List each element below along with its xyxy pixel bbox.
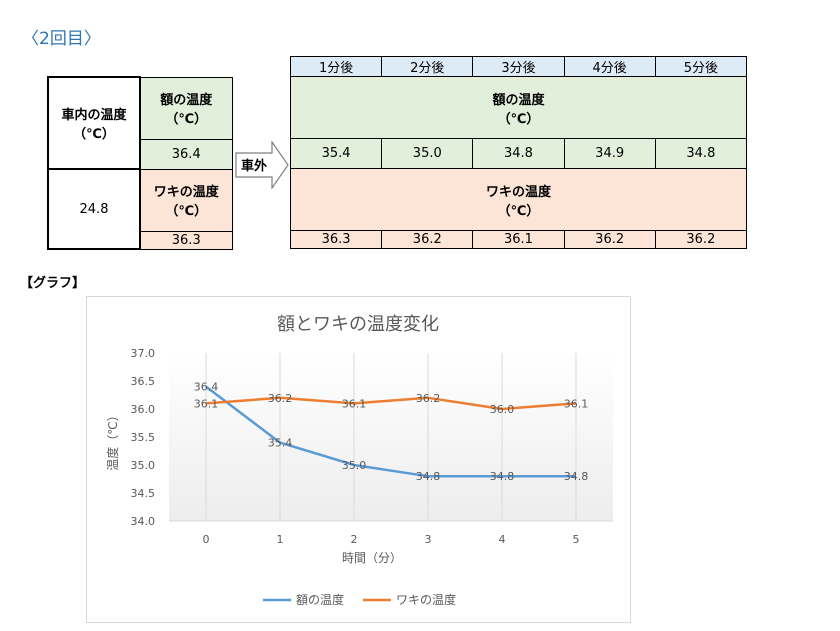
forehead-band: 額の温度 （℃） xyxy=(290,76,747,139)
header-4min: 4分後 xyxy=(563,56,656,77)
car-temp-header: 車内の温度 （℃） xyxy=(47,76,141,170)
data-label: 36.2 xyxy=(268,392,293,405)
y-tick-label: 37.0 xyxy=(131,347,156,360)
data-label: 36.4 xyxy=(194,381,219,394)
data-label: 36.2 xyxy=(416,392,441,405)
forehead-label: 額の温度 xyxy=(160,93,213,108)
armpit-initial-value: 36.3 xyxy=(139,230,233,250)
car-temp-value: 24.8 xyxy=(47,168,141,250)
header-3min: 3分後 xyxy=(472,56,565,77)
armpit-header-cell: ワキの温度 （℃） xyxy=(139,168,233,232)
data-label: 34.8 xyxy=(416,470,441,483)
armpit-band: ワキの温度 （℃） xyxy=(290,168,747,231)
left-temperature-table: 車内の温度 （℃） 額の温度 （℃） 36.4 24.8 ワキの温度 （℃） 3… xyxy=(47,76,233,250)
data-label: 35.0 xyxy=(342,459,367,472)
line-chart: 額とワキの温度変化 温度（℃） 時間（分） 34.0 34.5 35.0 35.5 36… xyxy=(105,314,613,607)
series-line xyxy=(205,396,577,411)
armpit-value-cell: 36.3 xyxy=(289,230,383,249)
chart-container: 額とワキの温度変化 温度（℃） 時間（分） 34.0 34.5 35.0 35.5 36… xyxy=(86,296,631,623)
y-tick-label: 36.5 xyxy=(131,375,156,388)
y-tick-label: 36.0 xyxy=(131,403,156,416)
forehead-initial-value: 36.4 xyxy=(139,138,233,170)
forehead-band-label: 額の温度 xyxy=(492,92,545,108)
x-tick-label: 3 xyxy=(425,533,432,546)
chart-title: 額とワキの温度変化 xyxy=(277,314,439,335)
forehead-header-cell: 額の温度 （℃） xyxy=(139,76,233,140)
y-tick-label: 34.0 xyxy=(131,515,156,528)
y-tick-label: 34.5 xyxy=(131,487,156,500)
armpit-value-cell: 36.1 xyxy=(472,230,565,249)
forehead-value-cell: 34.8 xyxy=(472,138,565,169)
forehead-value-cell: 34.9 xyxy=(563,138,656,169)
x-tick-label: 5 xyxy=(573,533,580,546)
armpit-value-cell: 36.2 xyxy=(381,230,474,249)
header-2min: 2分後 xyxy=(381,56,474,77)
arrow-label: 車外 xyxy=(241,158,267,174)
data-label: 34.8 xyxy=(490,470,515,483)
data-label: 34.8 xyxy=(564,470,589,483)
data-label: 36.0 xyxy=(490,403,515,416)
data-label: 36.1 xyxy=(564,397,589,410)
y-tick-label: 35.5 xyxy=(131,431,156,444)
data-label: 36.1 xyxy=(342,397,367,410)
x-tick-label: 2 xyxy=(351,533,358,546)
forehead-value-cell: 35.4 xyxy=(289,138,383,169)
car-temp-label: 車内の温度 xyxy=(61,108,127,123)
legend-label: 額の温度 xyxy=(296,592,344,607)
forehead-value-cell: 34.8 xyxy=(654,138,748,169)
header-5min: 5分後 xyxy=(654,56,748,77)
armpit-value-cell: 36.2 xyxy=(563,230,656,249)
armpit-band-unit: （℃） xyxy=(497,203,540,219)
forehead-band-unit: （℃） xyxy=(497,111,540,127)
car-temp-unit: （℃） xyxy=(73,127,115,142)
y-axis-label: 温度（℃） xyxy=(105,409,120,470)
plot-area xyxy=(169,353,613,521)
y-tick-label: 35.0 xyxy=(131,459,156,472)
x-axis-label: 時間（分） xyxy=(342,551,402,565)
minute-header-row: 1分後 2分後 3分後 4分後 5分後 xyxy=(289,56,748,77)
armpit-value-cell: 36.2 xyxy=(654,230,748,249)
page-heading: 〈2回目〉 xyxy=(22,29,101,49)
x-tick-label: 0 xyxy=(203,533,210,546)
arrow-right-icon: 車外 xyxy=(235,141,289,189)
series-line xyxy=(205,385,576,478)
header-1min: 1分後 xyxy=(289,56,383,77)
data-label: 36.1 xyxy=(194,397,219,410)
armpit-band-label: ワキの温度 xyxy=(485,184,551,200)
armpit-label: ワキの温度 xyxy=(153,185,219,200)
armpit-unit: （℃） xyxy=(165,204,208,219)
data-label: 35.4 xyxy=(268,437,293,450)
forehead-value-cell: 35.0 xyxy=(381,138,474,169)
forehead-unit: （℃） xyxy=(165,112,208,127)
forehead-values-row: 35.4 35.0 34.8 34.9 34.8 xyxy=(289,138,748,169)
legend-label: ワキの温度 xyxy=(396,592,456,607)
armpit-values-row: 36.3 36.2 36.1 36.2 36.2 xyxy=(289,230,748,249)
x-tick-label: 4 xyxy=(499,533,506,546)
x-tick-label: 1 xyxy=(277,533,284,546)
right-temperature-table: 1分後 2分後 3分後 4分後 5分後 額の温度 （℃） 35.4 35.0 3… xyxy=(289,56,748,249)
graph-section-label: 【グラフ】 xyxy=(20,276,86,291)
